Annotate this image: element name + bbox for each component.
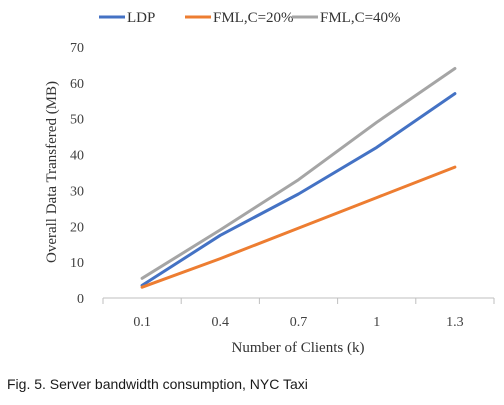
- y-axis-label: Overall Data Transfered (MB): [44, 81, 60, 263]
- y-tick-label: 10: [70, 256, 84, 271]
- series-lines: [140, 67, 457, 289]
- y-tick-label: 0: [77, 292, 84, 307]
- x-tick-label: 0.1: [133, 315, 151, 330]
- y-axis-ticks: 0 10 20 30 40 50 60 70: [70, 41, 84, 307]
- legend-label: LDP: [127, 10, 155, 26]
- y-tick-label: 30: [70, 184, 84, 199]
- x-axis-label: Number of Clients (k): [232, 340, 365, 356]
- x-axis: 0.1 0.4 0.7 1 1.3: [102, 297, 495, 330]
- y-tick-label: 40: [70, 149, 84, 164]
- series-line-1: [140, 165, 457, 289]
- y-tick-label: 60: [70, 77, 84, 92]
- series-line-0: [140, 92, 457, 287]
- x-tick-label: 1: [373, 315, 380, 330]
- y-tick-label: 20: [70, 220, 84, 235]
- y-tick-label: 70: [70, 41, 84, 56]
- legend-label: FML,C=20%: [213, 10, 294, 26]
- figure-caption: Fig. 5. Server bandwidth consumption, NY…: [7, 376, 308, 392]
- legend-label: FML,C=40%: [320, 10, 401, 26]
- legend: LDP FML,C=20% FML,C=40%: [99, 10, 401, 26]
- x-tick-label: 1.3: [446, 315, 464, 330]
- y-tick-label: 50: [70, 113, 84, 128]
- x-tick-label: 0.4: [212, 315, 230, 330]
- series-line-2: [140, 67, 457, 280]
- x-tick-label: 0.7: [290, 315, 308, 330]
